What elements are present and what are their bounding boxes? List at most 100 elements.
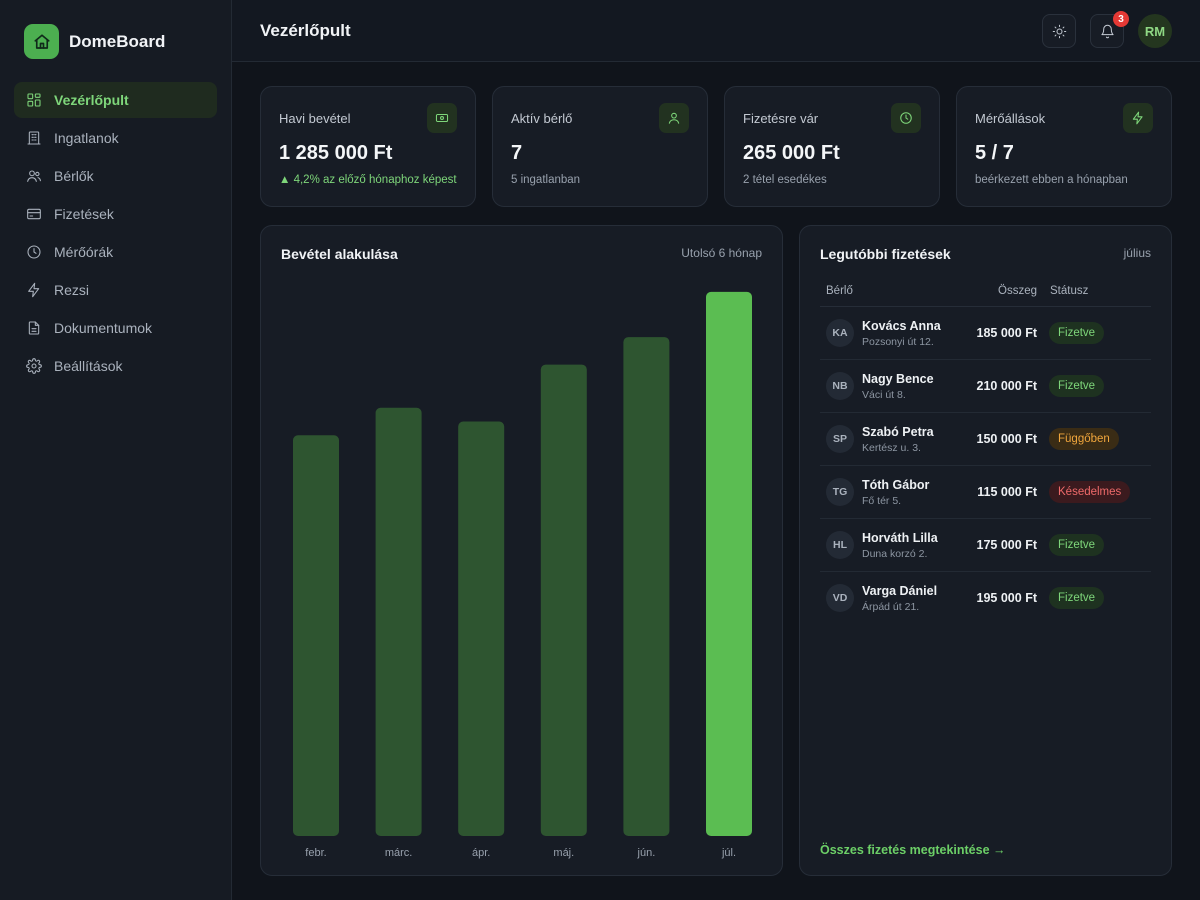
status-badge: Késedelmes bbox=[1049, 481, 1131, 503]
user-avatar[interactable]: RM bbox=[1138, 14, 1172, 48]
payment-amount: 150 000 Ft bbox=[976, 432, 1037, 446]
credit-card-icon bbox=[26, 206, 42, 222]
sidebar-item-settings[interactable]: Beállítások bbox=[14, 348, 217, 384]
sidebar-item-documents[interactable]: Dokumentumok bbox=[14, 310, 217, 346]
tenant-avatar: VD bbox=[826, 584, 854, 612]
stat-title: Fizetésre vár bbox=[743, 111, 819, 126]
tenant-address: Pozsonyi út 12. bbox=[862, 336, 934, 348]
lightning-icon bbox=[26, 282, 42, 298]
x-tick-label: júl. bbox=[721, 847, 736, 859]
recent-payments-card: Legutóbbi fizetések július Bérlő Összeg … bbox=[799, 225, 1172, 876]
stat-subtitle: 5 ingatlanban bbox=[511, 174, 581, 186]
bar-ápr.[interactable] bbox=[458, 421, 505, 836]
tenant-address: Kertész u. 3. bbox=[862, 442, 921, 454]
sidebar-item-utilities[interactable]: Rezsi bbox=[14, 272, 217, 308]
tenant-address: Fő tér 5. bbox=[862, 495, 902, 507]
banknote-icon bbox=[427, 103, 457, 133]
tenant-name: Varga Dániel bbox=[862, 584, 938, 598]
revenue-chart: febr. márc. ápr. máj. jún. júl. bbox=[293, 291, 752, 859]
table-row[interactable]: SP Szabó Petra Kertész u. 3. 150 000 Ft Függ… bbox=[820, 413, 1151, 466]
bar-márc.[interactable] bbox=[375, 407, 422, 836]
lightning-icon bbox=[1123, 103, 1153, 133]
stat-subtitle: beérkezett ebben a hónapban bbox=[975, 174, 1128, 186]
payments-title: Legutóbbi fizetések bbox=[820, 246, 951, 262]
stat-value: 1 285 000 Ft bbox=[279, 142, 393, 164]
x-tick-label: ápr. bbox=[472, 847, 490, 859]
revenue-chart-card: febr. márc. ápr. máj. jún. júl. Bevétel alaku… bbox=[260, 225, 783, 876]
notification-badge: 3 bbox=[1113, 11, 1129, 27]
x-tick-label: febr. bbox=[305, 847, 326, 859]
theme-toggle-button[interactable] bbox=[1042, 14, 1076, 48]
bar-máj.[interactable] bbox=[540, 364, 587, 836]
top-header: Vezérlőpult 3 RM bbox=[232, 0, 1200, 62]
sidebar-item-dashboard[interactable]: Vezérlőpult bbox=[14, 82, 217, 118]
table-row[interactable]: NB Nagy Bence Váci út 8. 210 000 Ft Fizetve bbox=[820, 360, 1151, 413]
tenant-address: Árpád út 21. bbox=[862, 601, 920, 613]
stat-title: Mérőállások bbox=[975, 111, 1046, 126]
stat-value: 5 / 7 bbox=[975, 142, 1014, 164]
status-badge: Fizetve bbox=[1049, 587, 1105, 609]
brand[interactable]: DomeBoard bbox=[24, 24, 165, 59]
sidebar-item-meters[interactable]: Mérőórák bbox=[14, 234, 217, 270]
gear-icon bbox=[26, 358, 42, 374]
tenant-name: Kovács Anna bbox=[862, 319, 941, 333]
notifications-button[interactable]: 3 bbox=[1090, 11, 1129, 48]
building-icon bbox=[26, 130, 42, 146]
sidebar-item-label: Beállítások bbox=[54, 358, 123, 374]
bar-júl.[interactable] bbox=[706, 291, 752, 837]
status-badge: Fizetve bbox=[1049, 322, 1105, 344]
sidebar-item-label: Rezsi bbox=[54, 282, 90, 298]
dashboard-icon bbox=[26, 92, 42, 108]
tenant-name: Szabó Petra bbox=[862, 425, 934, 439]
payment-amount: 210 000 Ft bbox=[976, 379, 1037, 393]
stat-subtitle: 2 tétel esedékes bbox=[743, 174, 827, 186]
sidebar-item-label: Mérőórák bbox=[54, 244, 114, 260]
x-tick-label: márc. bbox=[385, 847, 413, 859]
column-header-amount: Összeg bbox=[998, 285, 1037, 297]
payment-amount: 115 000 Ft bbox=[977, 485, 1037, 499]
chart-title: Bevétel alakulása bbox=[281, 246, 398, 262]
sidebar-item-payments[interactable]: Fizetések bbox=[14, 196, 217, 232]
sidebar-item-label: Ingatlanok bbox=[54, 130, 119, 146]
tenant-avatar: TG bbox=[826, 478, 854, 506]
view-all-payments-link[interactable]: Összes fizetés megtekintése → bbox=[820, 843, 1006, 857]
x-tick-label: jún. bbox=[637, 847, 656, 859]
x-tick-label: máj. bbox=[553, 847, 574, 859]
status-badge: Függőben bbox=[1049, 428, 1119, 450]
user-icon bbox=[659, 103, 689, 133]
stat-title: Havi bevétel bbox=[279, 111, 351, 126]
table-row[interactable]: TG Tóth Gábor Fő tér 5. 115 000 Ft Késedelme… bbox=[820, 466, 1151, 519]
stat-value: 265 000 Ft bbox=[743, 142, 840, 164]
table-row[interactable]: VD Varga Dániel Árpád út 21. 195 000 Ft Fize… bbox=[820, 572, 1151, 625]
payment-amount: 175 000 Ft bbox=[976, 538, 1037, 552]
brand-name: DomeBoard bbox=[69, 31, 166, 51]
sidebar-item-tenants[interactable]: Bérlők bbox=[14, 158, 217, 194]
tenant-name: Tóth Gábor bbox=[862, 478, 930, 492]
column-header-status: Státusz bbox=[1050, 285, 1089, 297]
payment-amount: 195 000 Ft bbox=[976, 591, 1037, 605]
bar-febr.[interactable] bbox=[293, 435, 339, 836]
users-icon bbox=[26, 168, 42, 184]
payment-amount: 185 000 Ft bbox=[976, 326, 1037, 340]
sidebar-item-label: Dokumentumok bbox=[54, 320, 153, 336]
sun-icon bbox=[1052, 24, 1067, 39]
tenant-avatar: KA bbox=[826, 319, 854, 347]
sidebar: DomeBoard Vezérlőpult Ingatlanok Bérlők … bbox=[0, 0, 232, 900]
tenant-name: Nagy Bence bbox=[862, 372, 934, 386]
tenant-address: Duna korzó 2. bbox=[862, 548, 928, 560]
bar-jún.[interactable] bbox=[623, 337, 670, 836]
chart-period: Utolsó 6 hónap bbox=[681, 246, 762, 260]
sidebar-nav: Vezérlőpult Ingatlanok Bérlők Fizetések … bbox=[14, 82, 217, 386]
table-row[interactable]: KA Kovács Anna Pozsonyi út 12. 185 000 Ft Fi… bbox=[820, 307, 1151, 360]
clock-icon bbox=[26, 244, 42, 260]
page-title: Vezérlőpult bbox=[260, 21, 351, 40]
tenant-address: Váci út 8. bbox=[862, 389, 906, 401]
document-icon bbox=[26, 320, 42, 336]
stat-card-meter-readings: Mérőállások 5 / 7 beérkezett ebben a hón… bbox=[956, 86, 1172, 207]
tenant-avatar: SP bbox=[826, 425, 854, 453]
stat-card-pending-payment: Fizetésre vár 265 000 Ft 2 tétel esedéke… bbox=[724, 86, 940, 207]
sidebar-item-properties[interactable]: Ingatlanok bbox=[14, 120, 217, 156]
tenant-avatar: NB bbox=[826, 372, 854, 400]
status-badge: Fizetve bbox=[1049, 375, 1105, 397]
table-row[interactable]: HL Horváth Lilla Duna korzó 2. 175 000 Ft Fi… bbox=[820, 519, 1151, 572]
